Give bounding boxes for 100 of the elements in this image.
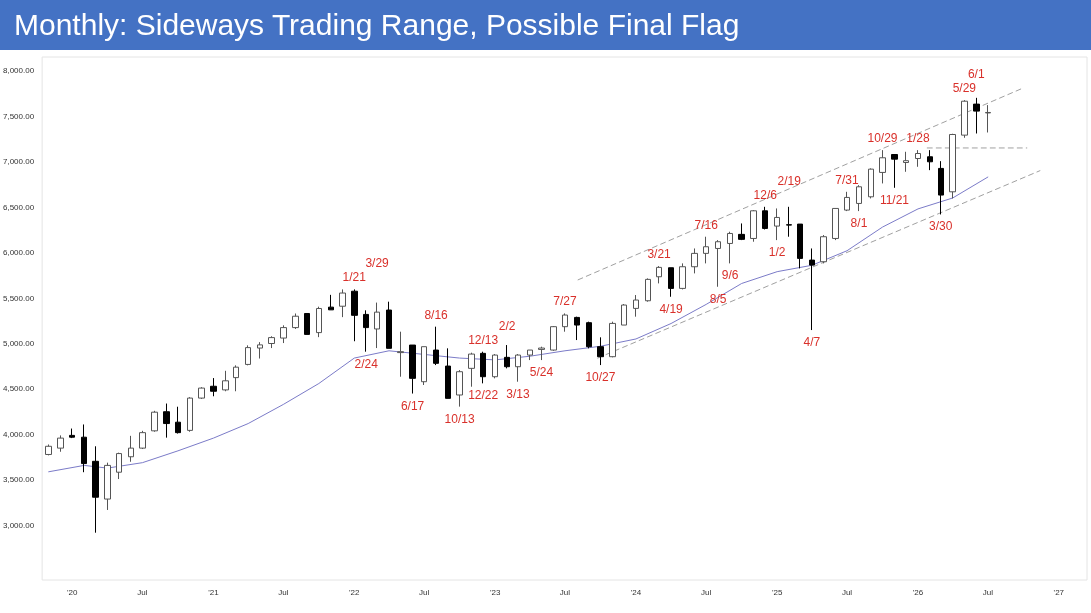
candlestick (328, 294, 334, 311)
candlestick (844, 191, 850, 212)
candlestick (574, 316, 580, 341)
candlestick (128, 435, 134, 463)
candlestick (621, 303, 627, 326)
candlestick (233, 364, 239, 392)
candlestick (938, 160, 944, 215)
candlestick (116, 452, 122, 480)
annotation: 12/6 (753, 187, 778, 202)
annotation: 7/27 (553, 294, 577, 309)
candlestick (397, 331, 404, 378)
candlestick (198, 386, 205, 400)
candlestick (257, 341, 263, 360)
candlestick (562, 312, 568, 333)
candlestick (703, 236, 709, 264)
y-tick-label: 3,000.00 (3, 520, 35, 530)
candlestick (645, 277, 651, 303)
candlestick (961, 99, 968, 139)
y-tick-label: 3,500.00 (3, 475, 35, 485)
candlestick (210, 377, 217, 397)
x-tick-label: '22 (349, 587, 361, 597)
candlestick (304, 313, 310, 335)
candlestick (797, 223, 803, 269)
y-tick-label: 7,500.00 (3, 111, 35, 121)
y-tick-label: 8,000.00 (3, 66, 35, 76)
annotation: 5/29 (952, 81, 977, 96)
candlestick (903, 151, 909, 173)
annotation: 6/1 (967, 67, 985, 82)
candlestick (445, 347, 451, 399)
candlestick (691, 247, 698, 274)
candlestick (927, 149, 933, 171)
annotation: 8/16 (424, 307, 449, 322)
candlestick (679, 262, 686, 290)
x-tick-label: '26 (912, 587, 924, 597)
candlestick (985, 104, 991, 133)
annotation: 11/21 (879, 192, 910, 207)
x-tick-label: Jul (982, 587, 994, 597)
candlestick (421, 346, 427, 386)
candlestick (92, 445, 99, 534)
candlestick (633, 294, 639, 318)
candlestick (856, 184, 862, 212)
annotation: 12/13 (468, 332, 499, 347)
x-tick-label: Jul (137, 587, 148, 597)
candlestick (891, 154, 898, 189)
candlestick (151, 410, 158, 433)
title-banner: Monthly: Sideways Trading Range, Possible Final Flag (0, 0, 1091, 50)
annotation: 3/13 (506, 386, 530, 401)
annotation: 8/1 (850, 216, 868, 231)
candlestick (245, 344, 251, 366)
candlestick (268, 335, 275, 349)
candlestick (750, 209, 757, 243)
annotation: 9/6 (721, 268, 739, 283)
x-tick-label: '21 (208, 587, 220, 597)
x-tick-label: '27 (1053, 587, 1065, 597)
x-tick-label: '24 (630, 587, 642, 597)
annotation: 4/7 (803, 335, 821, 350)
annotation: 3/30 (929, 219, 953, 234)
candlestick (973, 97, 980, 134)
candlestick (879, 149, 886, 184)
y-tick-label: 6,000.00 (3, 248, 35, 258)
x-tick-label: Jul (419, 587, 430, 597)
candlestick (69, 428, 75, 439)
candlestick (187, 396, 193, 433)
candlestick (81, 423, 87, 473)
candlestick (468, 352, 475, 388)
candlestick (292, 313, 299, 330)
candlestick (504, 344, 510, 369)
candlestick (339, 288, 346, 318)
candlestick (820, 234, 827, 264)
candlestick (515, 353, 521, 383)
x-tick-label: '20 (67, 587, 78, 597)
candlestick (656, 265, 662, 284)
annotation: 7/16 (694, 217, 719, 232)
x-tick-label: Jul (701, 587, 712, 597)
annotation: 2/24 (354, 356, 379, 371)
annotation: 10/13 (444, 411, 475, 426)
candlestick (222, 370, 229, 392)
candlestick (738, 222, 745, 241)
candlestick (433, 326, 439, 366)
candlestick (727, 231, 733, 264)
candlestick (774, 207, 780, 241)
candlestick (609, 321, 616, 358)
candlestick (409, 344, 416, 395)
annotation: 1/28 (906, 131, 930, 146)
candlestick (786, 206, 792, 238)
candlestick (832, 207, 839, 241)
candlestick (915, 149, 921, 168)
annotation: 3/21 (647, 247, 672, 262)
candlestick (550, 325, 557, 352)
candlestick (57, 434, 64, 453)
annotation: 8/5 (709, 291, 727, 306)
candlestick (45, 443, 52, 456)
candlestick (492, 353, 498, 379)
x-tick-label: Jul (559, 587, 571, 597)
candlestick (527, 349, 533, 361)
candlestick (456, 369, 463, 408)
x-tick-label: '25 (771, 587, 783, 597)
annotation: 7/31 (835, 172, 860, 187)
annotation: 12/22 (468, 388, 499, 403)
x-tick-label: Jul (278, 587, 289, 597)
